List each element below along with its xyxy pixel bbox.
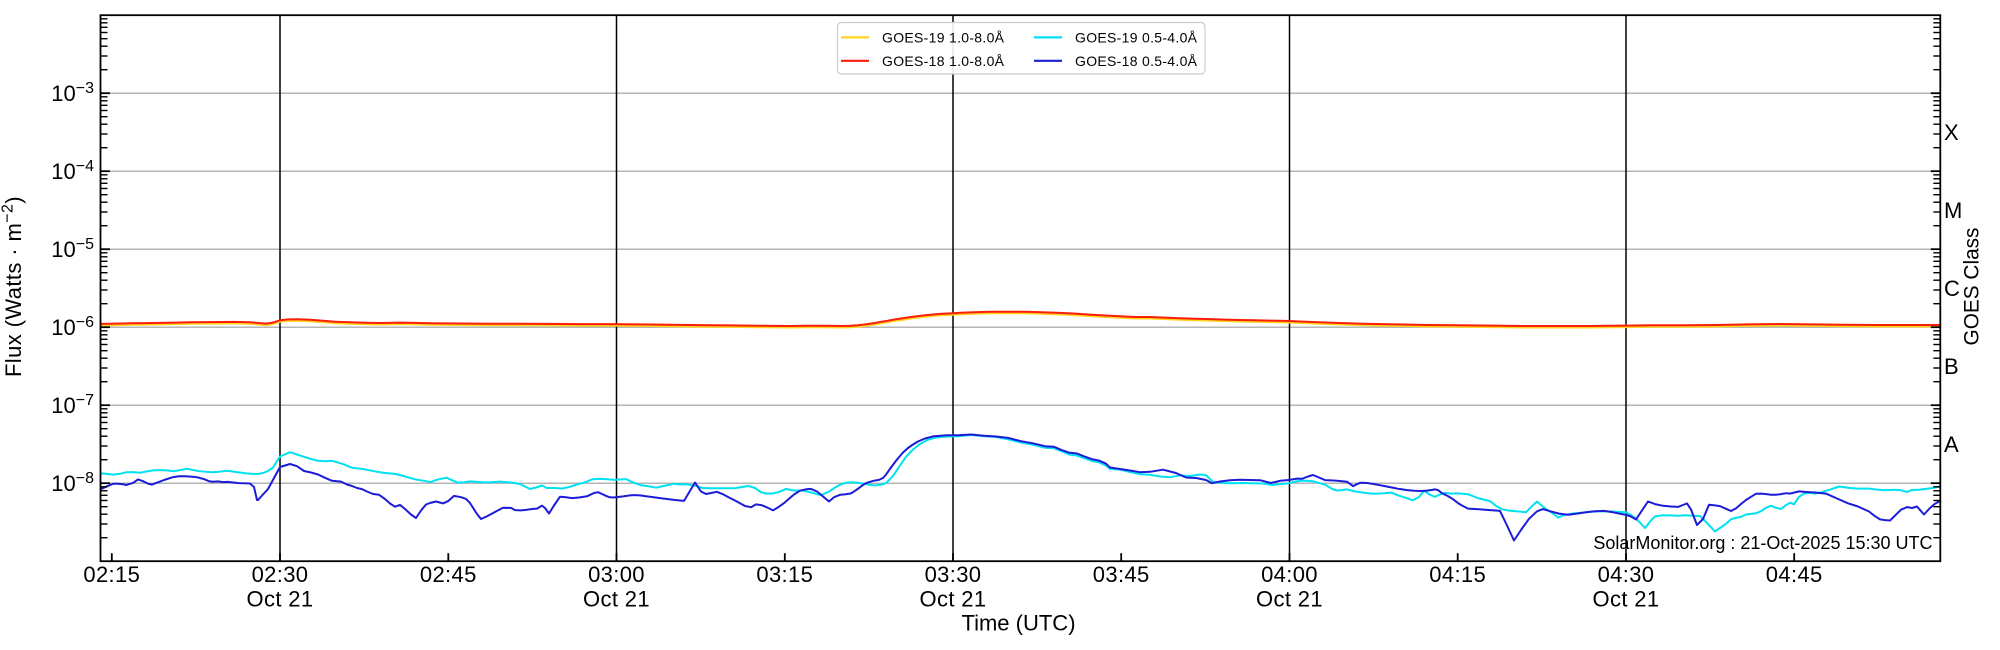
svg-text:A: A [1944,432,1959,457]
svg-text:02:30: 02:30 [252,562,309,587]
svg-text:04:30: 04:30 [1598,562,1655,587]
svg-text:M: M [1944,198,1962,223]
svg-text:03:45: 03:45 [1093,562,1150,587]
svg-text:02:15: 02:15 [83,562,140,587]
svg-text:Oct 21: Oct 21 [1593,587,1660,612]
svg-text:04:00: 04:00 [1261,562,1318,587]
svg-text:Oct 21: Oct 21 [920,587,987,612]
svg-text:03:00: 03:00 [588,562,645,587]
svg-text:03:30: 03:30 [925,562,982,587]
svg-text:GOES-18 1.0-8.0Å: GOES-18 1.0-8.0Å [882,53,1005,69]
svg-text:04:15: 04:15 [1429,562,1486,587]
svg-text:04:45: 04:45 [1766,562,1823,587]
svg-text:B: B [1944,354,1959,379]
svg-text:Flux (Watts · m−2): Flux (Watts · m−2) [0,196,26,377]
svg-text:Time (UTC): Time (UTC) [961,611,1075,636]
svg-text:02:45: 02:45 [420,562,477,587]
svg-text:X: X [1944,120,1959,145]
svg-text:GOES Class: GOES Class [1961,228,1984,346]
svg-text:SolarMonitor.org : 21-Oct-2025: SolarMonitor.org : 21-Oct-2025 15:30 UTC [1593,533,1932,553]
svg-text:GOES-18 0.5-4.0Å: GOES-18 0.5-4.0Å [1075,53,1198,69]
svg-text:GOES-19 0.5-4.0Å: GOES-19 0.5-4.0Å [1075,29,1198,45]
svg-text:Oct 21: Oct 21 [583,587,650,612]
svg-text:GOES-19 1.0-8.0Å: GOES-19 1.0-8.0Å [882,29,1005,45]
svg-text:Oct 21: Oct 21 [1256,587,1323,612]
svg-text:10−4: 10−4 [51,158,94,184]
svg-text:03:15: 03:15 [756,562,813,587]
svg-text:10−7: 10−7 [51,392,94,418]
svg-text:C: C [1944,276,1960,301]
svg-text:Oct 21: Oct 21 [247,587,314,612]
